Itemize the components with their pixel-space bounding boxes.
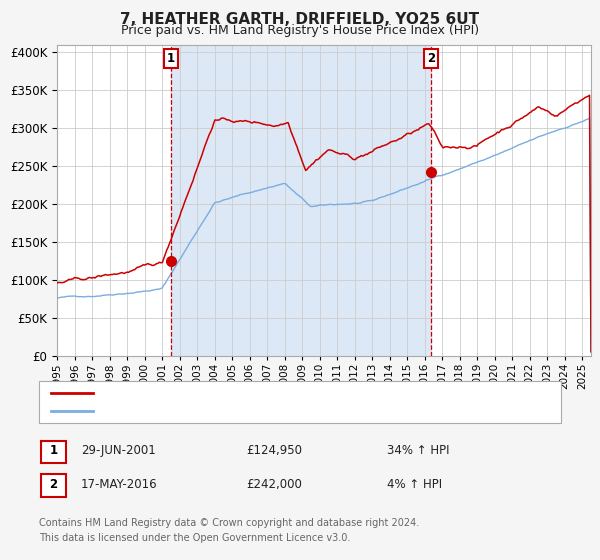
Text: 17-MAY-2016: 17-MAY-2016	[81, 478, 158, 491]
Text: £124,950: £124,950	[246, 444, 302, 458]
Text: 7, HEATHER GARTH, DRIFFIELD, YO25 6UT: 7, HEATHER GARTH, DRIFFIELD, YO25 6UT	[121, 12, 479, 27]
Text: HPI: Average price, detached house, East Riding of Yorkshire: HPI: Average price, detached house, East…	[102, 404, 459, 418]
Text: This data is licensed under the Open Government Licence v3.0.: This data is licensed under the Open Gov…	[39, 533, 350, 543]
Text: Contains HM Land Registry data © Crown copyright and database right 2024.: Contains HM Land Registry data © Crown c…	[39, 517, 419, 528]
Text: Price paid vs. HM Land Registry's House Price Index (HPI): Price paid vs. HM Land Registry's House …	[121, 24, 479, 37]
Text: 4% ↑ HPI: 4% ↑ HPI	[387, 478, 442, 491]
Text: 34% ↑ HPI: 34% ↑ HPI	[387, 444, 449, 458]
Text: 7, HEATHER GARTH, DRIFFIELD, YO25 6UT (detached house): 7, HEATHER GARTH, DRIFFIELD, YO25 6UT (d…	[102, 386, 457, 399]
Text: 2: 2	[427, 52, 435, 66]
Text: 1: 1	[167, 52, 175, 66]
Text: 2: 2	[49, 478, 58, 491]
Bar	[171, 45, 431, 356]
Text: £242,000: £242,000	[246, 478, 302, 491]
Text: 1: 1	[49, 444, 58, 458]
Text: 29-JUN-2001: 29-JUN-2001	[81, 444, 156, 458]
